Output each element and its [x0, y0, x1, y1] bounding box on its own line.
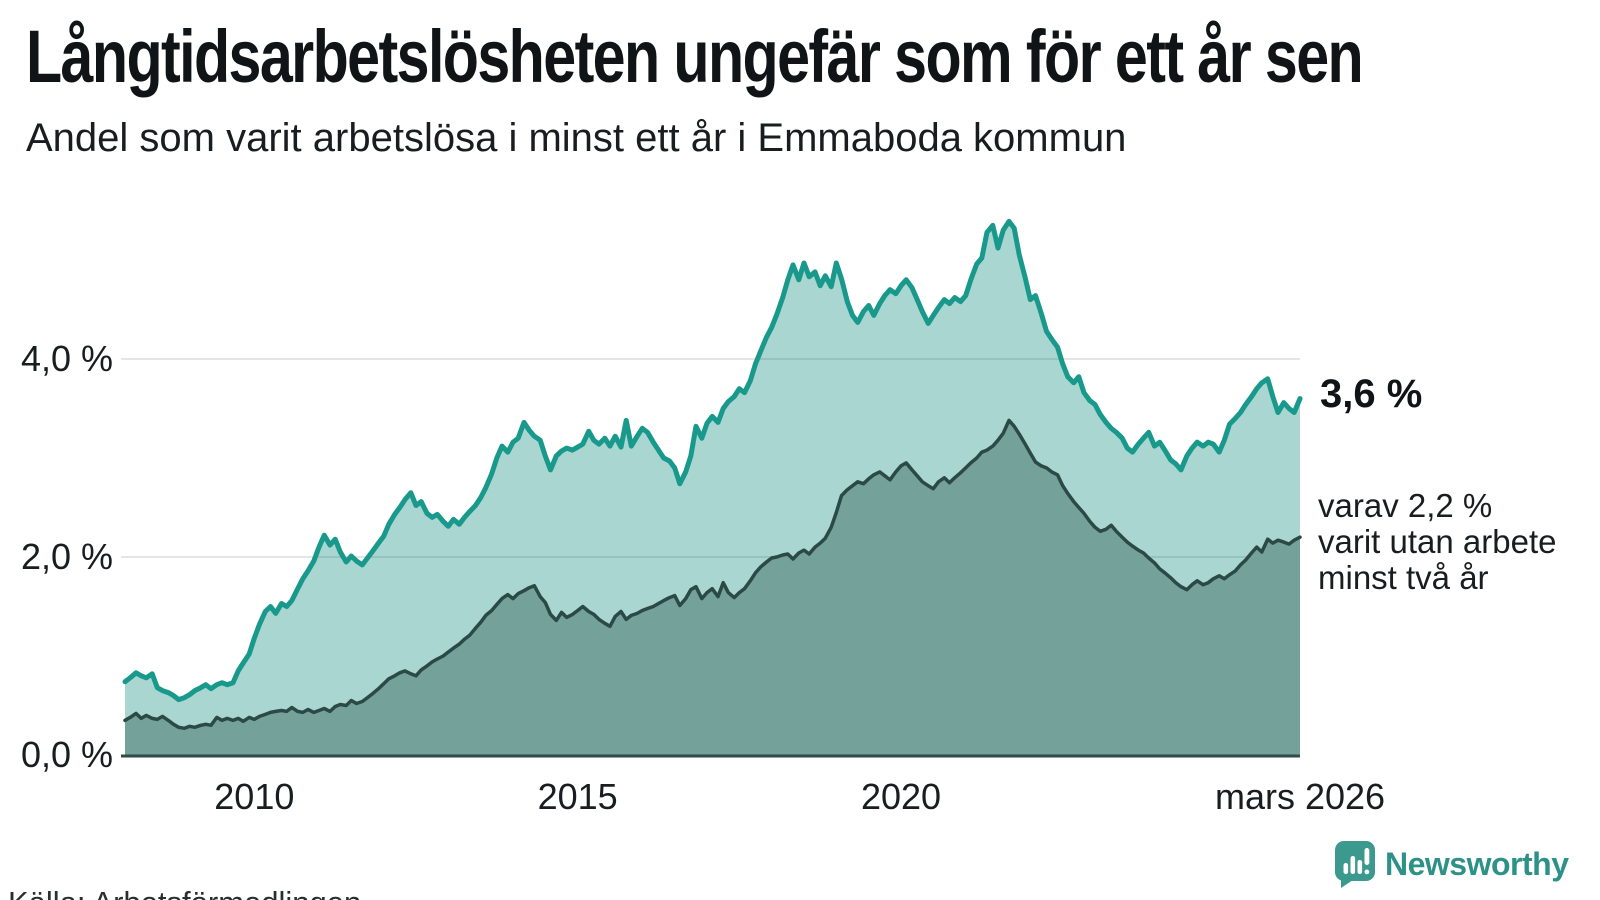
two-year-value-label: varav 2,2 % varit utan arbete minst två …	[1318, 487, 1557, 596]
latest-value-label: 3,6 %	[1320, 372, 1423, 416]
x-tick-label: 2020	[860, 776, 942, 817]
y-tick-label: 0,0 %	[20, 734, 113, 775]
x-tick-label: mars 2026	[1214, 776, 1386, 817]
line-two-years	[123, 418, 1302, 731]
newsworthy-brand: Newsworthy	[1334, 836, 1569, 892]
x-tick-label: 2010	[214, 776, 295, 817]
x-tick-label: 2015	[537, 776, 618, 817]
y-tick-label: 2,0 %	[20, 536, 113, 577]
page-subtitle: Andel som varit arbetslösa i minst ett å…	[26, 116, 1127, 160]
source-label: Källa: Arbetsförmedlingen	[8, 885, 361, 900]
line-total	[122, 218, 1303, 703]
newsworthy-logo-icon	[1335, 841, 1375, 888]
page-title: Långtidsarbetslösheten ungefär som för e…	[26, 15, 1364, 98]
y-tick-label: 4,0 %	[20, 338, 113, 379]
newsworthy-wordmark: Newsworthy	[1385, 845, 1569, 882]
area-two-years	[125, 420, 1300, 755]
